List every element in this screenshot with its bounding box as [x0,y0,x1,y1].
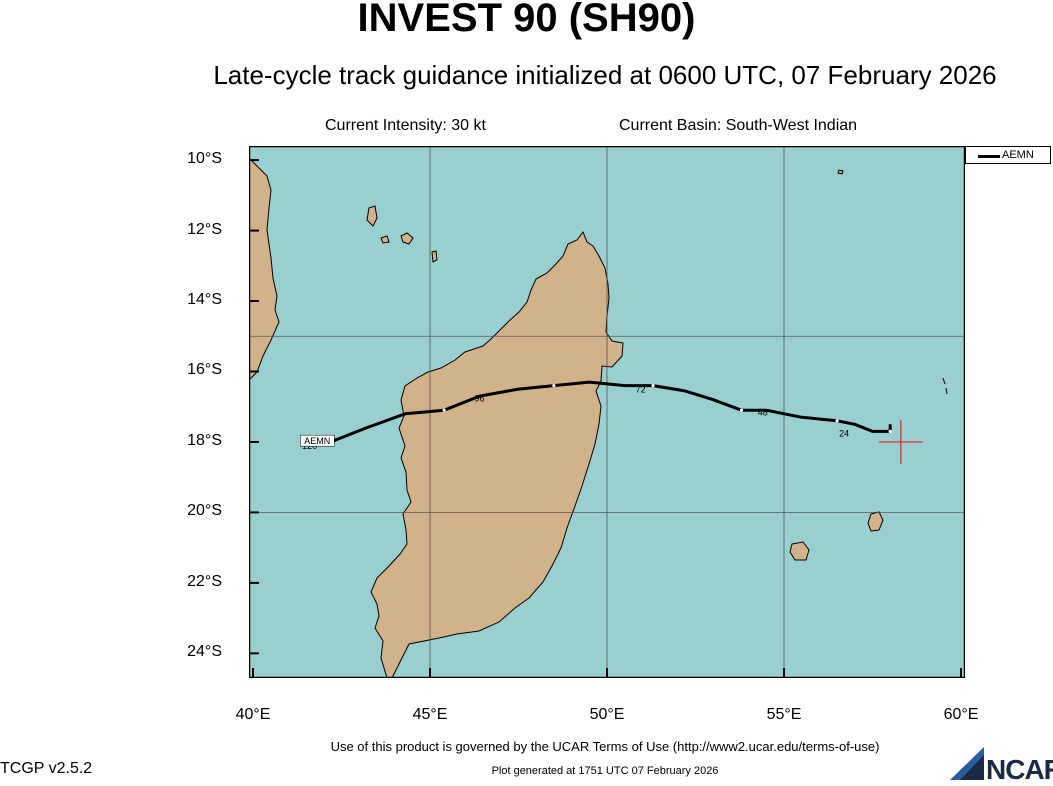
track-point [442,408,446,412]
lat-label: 22°S [187,572,222,590]
lon-label: 50°E [589,706,625,723]
version-label: TCGP v2.5.2 [0,760,93,777]
tau-label: 24 [839,429,849,439]
end-label: AEMN [304,436,330,446]
track-map: 24487296120AEMN [249,146,965,678]
ncar-logo-mark [950,747,984,780]
lat-label: 12°S [187,220,222,238]
cargados-islands [942,377,948,395]
lat-label: 24°S [187,643,222,661]
reunion-island [789,541,810,561]
legend-swatch [978,155,1000,158]
mayotte-island [431,250,438,263]
track-point [888,429,892,433]
track-line [330,380,892,444]
lon-label: 40°E [235,706,271,723]
tau-label: 72 [636,385,646,395]
lon-label: 60°E [943,706,979,723]
comoros-island-3 [380,235,390,244]
comoros-island-1 [366,205,378,227]
end-label-box [300,434,335,447]
lat-label: 18°S [187,431,222,449]
track-point [651,383,655,388]
lat-label: 16°S [187,361,222,379]
map-frame [249,146,965,678]
current-basin: Current Basin: South-West Indian [619,117,858,134]
map-subtitle: Late-cycle track guidance initialized at… [213,60,997,90]
generated-timestamp: Plot generated at 1751 UTC 07 February 2… [491,765,719,777]
track-point [552,383,556,388]
legend-label: AEMN [1002,149,1034,161]
aemn-track: 24487296120AEMN [300,380,892,451]
current-intensity: Current Intensity: 30 kt [325,117,486,134]
lon-label: 55°E [766,706,802,723]
lat-label: 20°S [187,502,222,520]
tau-label: 96 [475,393,485,403]
current-position-marker [878,419,923,464]
tau-label: 48 [758,408,768,418]
lat-label: 14°S [187,291,222,309]
lat-label: 10°S [187,150,222,168]
terms-of-use: Use of this product is governed by the U… [330,739,880,754]
legend: AEMN [965,146,1051,164]
mauritius-island [867,511,884,532]
tromelin-island [837,169,844,175]
madagascar-land [370,230,624,678]
lon-label: 45°E [412,706,448,723]
track-point [835,419,839,423]
africa-land [249,157,280,381]
comoros-island-2 [400,232,414,245]
ncar-logo: NCAR [950,747,1053,785]
track-point [739,408,744,412]
map-title: INVEST 90 (SH90) [357,0,696,40]
ncar-logo-text: NCAR [986,754,1053,785]
